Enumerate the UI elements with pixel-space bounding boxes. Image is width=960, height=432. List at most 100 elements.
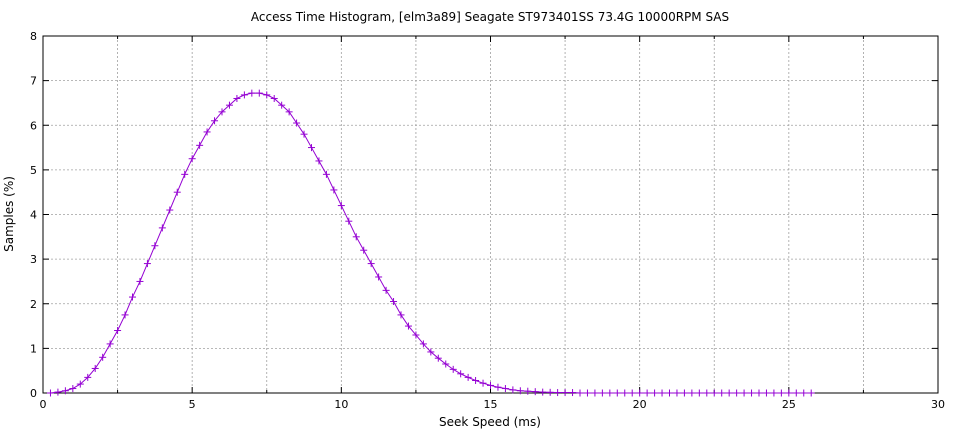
data-point xyxy=(114,327,122,335)
data-point xyxy=(792,389,800,397)
data-point xyxy=(487,381,494,389)
data-point xyxy=(643,389,651,397)
data-point xyxy=(680,389,688,397)
data-point xyxy=(129,293,136,301)
chart-title: Access Time Histogram, [elm3a89] Seagate… xyxy=(251,10,729,24)
data-point xyxy=(472,377,480,385)
data-point xyxy=(703,389,711,397)
data-point xyxy=(576,389,584,397)
data-point xyxy=(666,389,673,397)
data-point xyxy=(188,155,196,163)
data-point xyxy=(158,224,166,232)
data-point xyxy=(613,389,621,397)
data-point xyxy=(449,365,457,373)
data-point xyxy=(293,119,301,127)
data-point xyxy=(61,387,69,395)
data-point xyxy=(255,89,263,97)
data-point xyxy=(360,246,368,254)
data-point xyxy=(375,273,383,281)
data-point xyxy=(442,360,450,368)
data-point xyxy=(509,386,517,394)
data-point xyxy=(211,117,219,125)
x-tick-label: 0 xyxy=(40,398,47,411)
data-point xyxy=(688,389,696,397)
data-point xyxy=(285,108,293,116)
data-point xyxy=(300,130,308,138)
x-tick-label: 5 xyxy=(189,398,196,411)
data-point xyxy=(143,260,151,268)
data-point xyxy=(598,389,606,397)
data-point xyxy=(770,389,778,397)
data-point xyxy=(524,387,532,395)
data-point xyxy=(740,389,748,397)
data-point xyxy=(240,91,248,99)
data-point xyxy=(218,108,226,116)
data-point xyxy=(397,311,405,319)
y-axis-label: Samples (%) xyxy=(2,176,16,252)
data-point xyxy=(621,389,629,397)
data-point xyxy=(569,389,577,397)
x-tick-label: 15 xyxy=(484,398,498,411)
data-point xyxy=(181,170,189,178)
data-point xyxy=(501,385,509,393)
data-point xyxy=(173,188,181,196)
data-point xyxy=(561,389,569,397)
data-point xyxy=(606,389,614,397)
y-tick-label: 7 xyxy=(30,75,37,88)
data-point xyxy=(352,233,360,241)
data-point xyxy=(427,348,435,356)
y-tick-label: 5 xyxy=(30,164,37,177)
data-point xyxy=(628,389,636,397)
data-point xyxy=(203,128,211,136)
data-point xyxy=(322,170,330,178)
data-point xyxy=(99,353,107,361)
plot-frame xyxy=(42,35,939,394)
data-point xyxy=(412,331,420,339)
data-point xyxy=(345,217,353,225)
data-point xyxy=(748,389,756,397)
data-point xyxy=(136,277,144,285)
data-point xyxy=(539,388,547,396)
data-point xyxy=(725,389,733,397)
y-tick-label: 3 xyxy=(30,253,37,266)
series-group xyxy=(46,89,815,397)
data-point xyxy=(233,94,241,102)
x-tick-label: 10 xyxy=(334,398,348,411)
data-point xyxy=(658,389,666,397)
data-point xyxy=(718,389,726,397)
data-point xyxy=(434,354,442,362)
data-point xyxy=(278,101,286,109)
data-point xyxy=(69,385,77,393)
data-point xyxy=(196,141,204,149)
data-point xyxy=(337,202,345,210)
data-point xyxy=(494,383,502,391)
data-point xyxy=(531,388,539,396)
data-point xyxy=(419,340,427,348)
data-point xyxy=(785,389,793,397)
data-point xyxy=(248,89,256,97)
x-axis-label: Seek Speed (ms) xyxy=(439,415,541,429)
data-point xyxy=(166,206,174,214)
data-point xyxy=(106,340,114,348)
y-tick-label: 0 xyxy=(30,387,37,400)
x-tick-label: 20 xyxy=(633,398,647,411)
data-point xyxy=(777,389,785,397)
data-point xyxy=(695,389,703,397)
data-point xyxy=(762,389,770,397)
data-point xyxy=(151,242,159,250)
data-point xyxy=(54,388,62,396)
data-point xyxy=(76,380,84,388)
data-point xyxy=(673,389,681,397)
x-tick-label: 25 xyxy=(782,398,796,411)
data-point xyxy=(390,298,398,306)
data-point xyxy=(315,157,323,165)
y-tick-label: 4 xyxy=(30,209,37,222)
data-point xyxy=(516,387,524,395)
data-point xyxy=(46,389,54,397)
data-point xyxy=(225,101,233,109)
data-point xyxy=(546,388,554,396)
data-point xyxy=(91,364,99,372)
data-point xyxy=(800,389,808,397)
data-point xyxy=(710,389,718,397)
